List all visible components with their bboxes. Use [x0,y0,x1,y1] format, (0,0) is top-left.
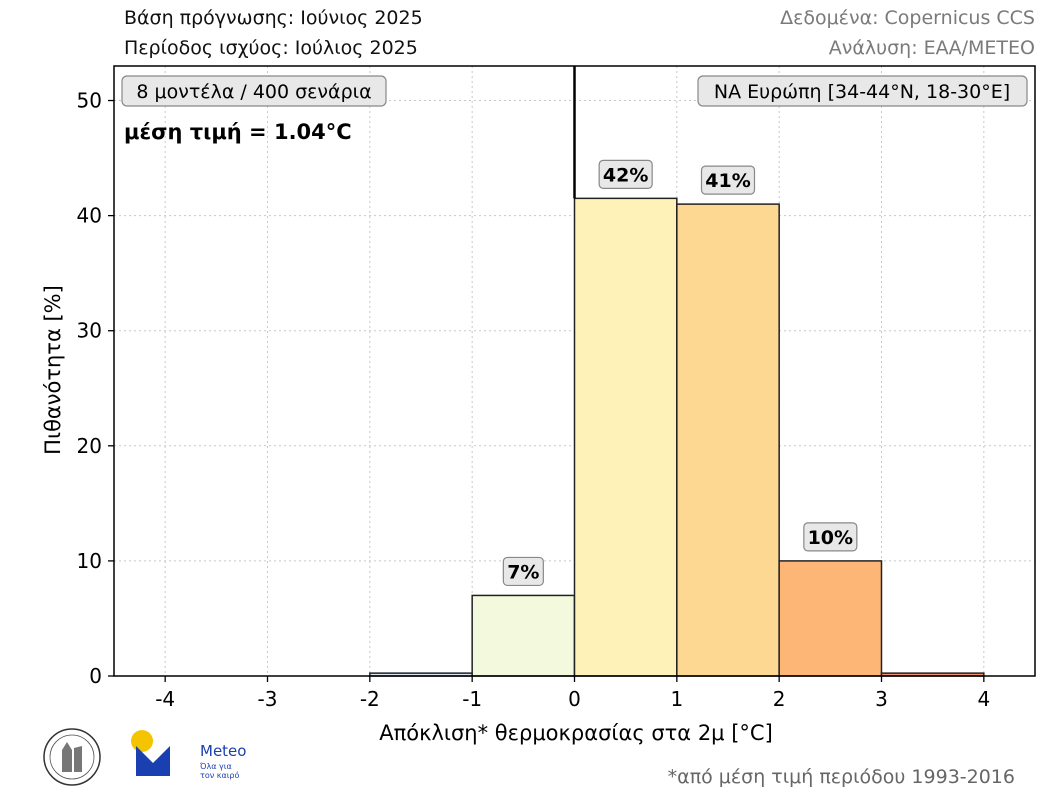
x-tick-label: -1 [462,687,482,711]
forecast-base-text: Βάση πρόγνωσης: Ιούνιος 2025 [124,7,423,29]
y-tick-label: 40 [77,204,102,228]
x-tick-label: 4 [977,687,990,711]
x-tick-label: -3 [258,687,278,711]
meteo-tagline-line1: Όλα για [200,762,232,771]
x-tick-label: 1 [670,687,683,711]
x-tick-label: 3 [875,687,888,711]
meteo-tagline: Όλα για τον καιρό [200,762,239,780]
mean-value-text: μέση τιμή = 1.04°C [124,120,352,144]
analysis-text: Ανάλυση: ΕΑΑ/METEO [828,37,1035,59]
value-label-box [803,522,858,552]
sun-icon [131,730,153,752]
observatory-seal-logo [43,728,170,786]
value-label-box [502,556,544,587]
y-tick-label: 30 [77,319,102,343]
y-tick-label: 20 [77,434,102,458]
histogram-bar [573,197,678,677]
value-label: 42% [603,164,648,186]
meteo-m-icon [136,746,170,776]
logo-area [36,728,196,792]
x-tick-label: -4 [155,687,175,711]
data-source-text: Δεδομένα: Copernicus CCS [780,7,1035,29]
models-box: 8 μοντέλα / 400 σενάρια [121,75,387,107]
x-axis-label: Απόκλιση* θερμοκρασίας στα 2μ [°C] [379,721,773,745]
bars-layer [369,197,985,677]
y-tick-label: 10 [77,549,102,573]
value-label: 10% [808,527,853,549]
y-axis-label: Πιθανότητα [%] [41,285,65,455]
histogram-bar [778,560,883,677]
x-tick-label: -2 [360,687,380,711]
value-labels-layer: 7% 42% 41% 10% [502,159,858,587]
value-label-box [598,159,653,189]
value-label: 7% [507,561,539,583]
value-label: 41% [705,170,750,192]
valid-period-text: Περίοδος ισχύος: Ιούλιος 2025 [124,37,418,59]
value-label-box [700,165,756,195]
histogram-bar [471,594,576,677]
models-box-text: 8 μοντέλα / 400 σενάρια [136,81,371,103]
x-tick-label: 0 [568,687,581,711]
region-box: ΝΑ Ευρώπη [34-44°N, 18-30°E] [697,75,1028,107]
meteo-brand-name: Meteo [200,742,247,760]
y-tick-label: 50 [77,89,102,113]
region-box-text: ΝΑ Ευρώπη [34-44°N, 18-30°E] [714,81,1010,103]
y-tick-label: 0 [89,664,102,688]
histogram-bar [676,203,780,677]
x-tick-label: 2 [773,687,786,711]
footnote: *από μέση τιμή περιόδου 1993-2016 [667,766,1015,788]
meteo-tagline-line2: τον καιρό [200,771,240,780]
